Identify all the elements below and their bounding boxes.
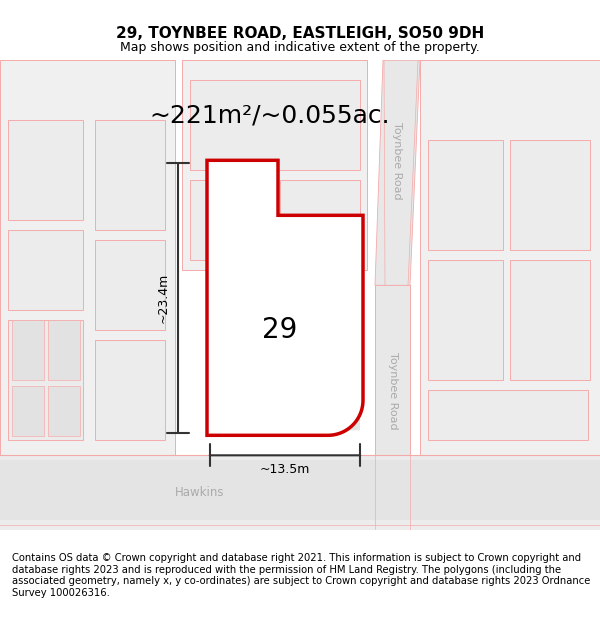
Polygon shape [207, 160, 363, 435]
Polygon shape [375, 60, 420, 285]
Bar [428, 390, 588, 440]
Bar [95, 240, 165, 330]
Text: Map shows position and indicative extent of the property.: Map shows position and indicative extent… [120, 41, 480, 54]
Polygon shape [210, 290, 360, 430]
Text: Toynbee Road: Toynbee Road [392, 121, 402, 199]
Bar [0, 60, 175, 455]
Bar [8, 320, 83, 440]
Bar [190, 180, 270, 260]
Text: ~23.4m: ~23.4m [157, 272, 170, 323]
Bar [280, 180, 360, 260]
Polygon shape [375, 285, 410, 530]
Text: Toynbee Road: Toynbee Road [388, 351, 398, 429]
Bar [190, 80, 360, 170]
Text: ~13.5m: ~13.5m [260, 463, 310, 476]
Bar [428, 140, 503, 250]
Bar [182, 60, 367, 270]
Bar [95, 120, 165, 230]
Bar [0, 460, 600, 520]
Bar [428, 260, 503, 380]
Bar [510, 260, 590, 380]
Text: 29: 29 [262, 316, 298, 344]
Bar [420, 60, 600, 455]
Text: Contains OS data © Crown copyright and database right 2021. This information is : Contains OS data © Crown copyright and d… [12, 553, 590, 598]
Bar [510, 140, 590, 250]
Bar [48, 386, 80, 436]
Bar [48, 320, 80, 380]
Text: ~221m²/~0.055ac.: ~221m²/~0.055ac. [149, 103, 391, 127]
Text: 29, TOYNBEE ROAD, EASTLEIGH, SO50 9DH: 29, TOYNBEE ROAD, EASTLEIGH, SO50 9DH [116, 26, 484, 41]
Bar [0, 455, 600, 530]
Text: Hawkins: Hawkins [175, 486, 225, 499]
Bar [8, 120, 83, 220]
Bar [12, 386, 44, 436]
Bar [12, 320, 44, 380]
Bar [95, 340, 165, 440]
Bar [8, 230, 83, 310]
